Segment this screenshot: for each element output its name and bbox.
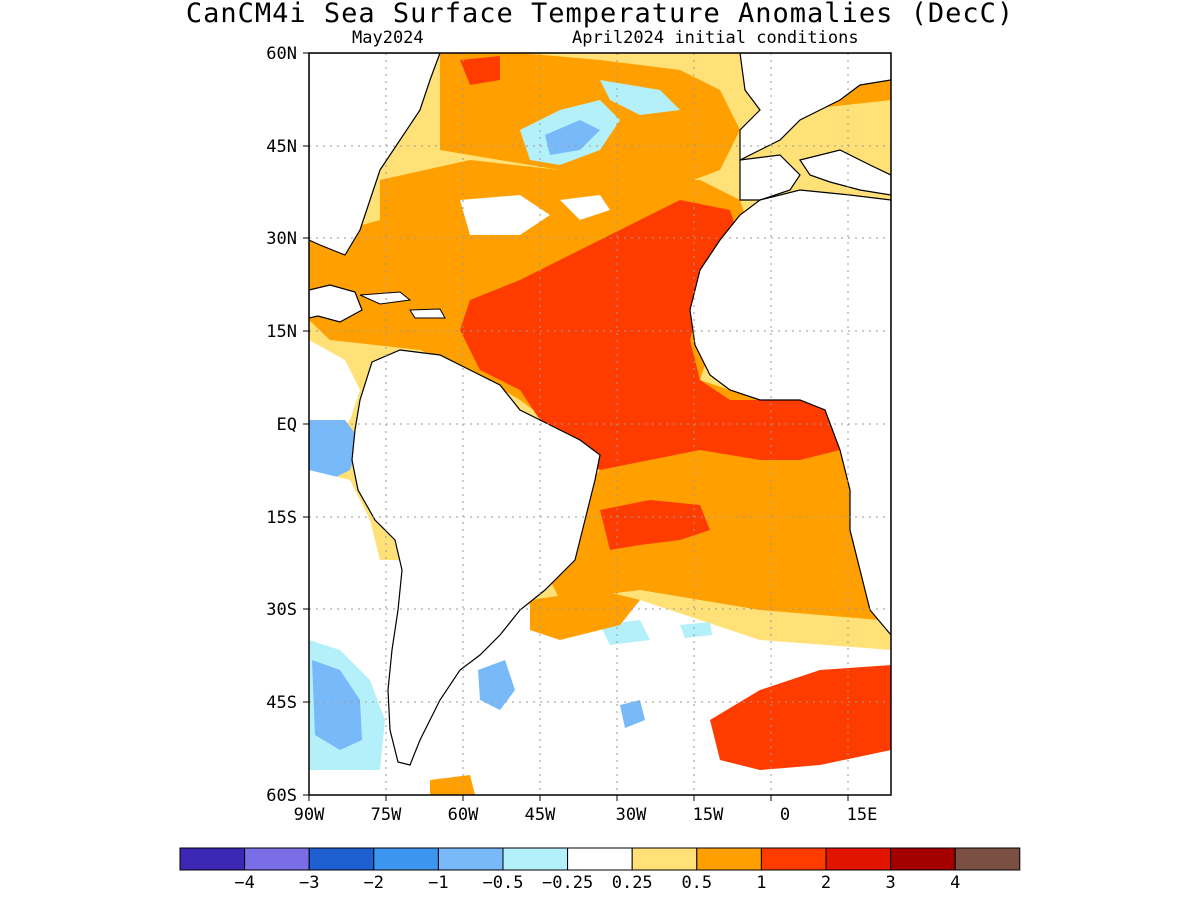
colorbar: −4 −3 −2 −1 −0.5 −0.25 0.25 0.5 1 2 3 4 <box>179 847 1021 893</box>
colorbar-label: −4 <box>234 873 254 893</box>
colorbar-label: 2 <box>821 873 831 893</box>
colorbar-label: 4 <box>950 873 960 893</box>
colorbar-swatch <box>567 847 633 871</box>
lat-label-30s: 30S <box>266 600 297 620</box>
land-masses <box>309 53 891 766</box>
colorbar-swatch <box>179 847 246 871</box>
map-title: CanCM4i Sea Surface Temperature Anomalie… <box>185 0 1015 29</box>
colorbar-label: 0.25 <box>612 873 653 893</box>
colorbar-label: 0.5 <box>681 873 712 893</box>
colorbar-label: −0.5 <box>483 873 524 893</box>
colorbar-swatch <box>502 847 569 871</box>
colorbar-swatch <box>631 847 698 871</box>
lat-label-eq: EQ <box>277 415 297 435</box>
lon-label-60w: 60W <box>448 805 479 825</box>
lat-label-60s: 60S <box>266 786 297 806</box>
lon-label-0: 0 <box>780 805 790 825</box>
lon-label-90w: 90W <box>294 805 325 825</box>
colorbar-label: 3 <box>885 873 895 893</box>
lat-label-15s: 15S <box>266 508 297 528</box>
colorbar-label: 1 <box>756 873 766 893</box>
lon-label-15e: 15E <box>847 805 878 825</box>
colorbar-label: −3 <box>299 873 319 893</box>
colorbar-label: −0.25 <box>542 873 593 893</box>
colorbar-swatch <box>696 847 762 871</box>
lat-label-45n: 45N <box>266 137 297 157</box>
lon-label-15w: 15W <box>693 805 724 825</box>
colorbar-swatch <box>760 847 827 871</box>
forecast-month: May2024 <box>352 28 424 48</box>
gridlines <box>309 53 891 795</box>
colorbar-swatch <box>244 847 310 871</box>
lat-label-15n: 15N <box>266 322 297 342</box>
colorbar-swatch <box>437 847 504 871</box>
colorbar-label: −1 <box>428 873 448 893</box>
lat-label-45s: 45S <box>266 693 297 713</box>
colorbar-swatch <box>373 847 439 871</box>
colorbar-label: −2 <box>364 873 384 893</box>
lon-label-45w: 45W <box>525 805 556 825</box>
colorbar-swatch <box>308 847 375 871</box>
colorbar-swatch <box>825 847 892 871</box>
lat-label-30n: 30N <box>266 229 297 249</box>
colorbar-swatch <box>890 847 956 871</box>
latitude-axis: 60N 45N 30N 15N EQ 15S 30S 45S 60S <box>266 44 309 806</box>
colorbar-swatch <box>954 847 1021 871</box>
initial-conditions: April2024 initial conditions <box>572 28 859 48</box>
lon-label-30w: 30W <box>616 805 647 825</box>
longitude-axis: 90W 75W 60W 45W 30W 15W 0 15E <box>294 795 878 825</box>
lat-label-60n: 60N <box>266 44 297 64</box>
lon-label-75w: 75W <box>371 805 402 825</box>
